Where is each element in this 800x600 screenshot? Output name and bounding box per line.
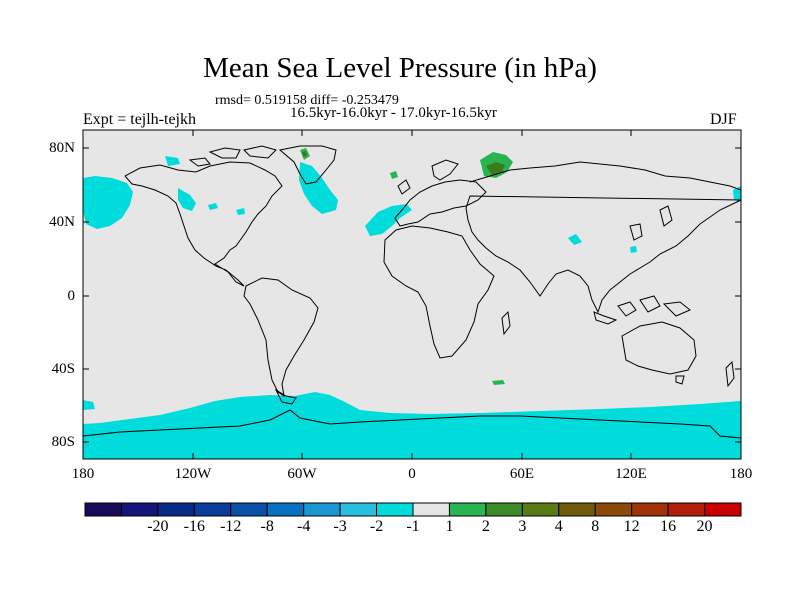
map-background <box>83 130 741 459</box>
stats-line: rmsd= 0.519158 diff= -0.253479 <box>215 93 399 108</box>
lon-label-0: 0 <box>408 466 416 482</box>
south-america-coast <box>243 277 319 398</box>
colorbar-label: 4 <box>554 518 563 535</box>
north-america-coast <box>124 161 283 287</box>
colorbar-swatch <box>157 502 195 517</box>
lat-label-40s: 40S <box>51 361 75 377</box>
colorbar-label: 20 <box>696 518 713 535</box>
colorbar-swatch <box>558 502 596 517</box>
colorbar-label: -8 <box>260 518 274 535</box>
africa-coast <box>383 225 495 359</box>
colorbar-swatch <box>193 502 232 517</box>
colorbar-swatch <box>339 502 378 517</box>
axis-ticks <box>83 130 741 459</box>
colorbar-swatch <box>303 502 341 517</box>
colorbar-swatch <box>230 502 268 517</box>
negative-anomaly-regions <box>83 156 741 459</box>
colorbar-swatch <box>521 502 560 517</box>
lat-label-80n: 80N <box>49 140 75 156</box>
colorbar-swatch <box>266 502 305 517</box>
colorbar-label: -3 <box>333 518 347 535</box>
australia-coast <box>621 321 697 375</box>
colorbar-swatch <box>667 502 706 517</box>
lon-label-120e: 120E <box>615 466 647 482</box>
colorbar-label: -16 <box>183 518 205 535</box>
lat-label-40n: 40N <box>49 214 75 230</box>
colorbar-label: -12 <box>220 518 242 535</box>
colorbar-swatch <box>376 502 414 517</box>
chart-title: Mean Sea Level Pressure (in hPa) <box>203 52 597 84</box>
colorbar-label: 16 <box>660 518 677 535</box>
greenland-coast <box>278 145 337 185</box>
colorbar-label: -1 <box>406 518 420 535</box>
colorbar-swatch <box>412 502 450 517</box>
colorbar-label: -4 <box>296 518 311 535</box>
lon-label-120w: 120W <box>174 466 212 482</box>
north-pacific-anomaly <box>83 176 133 229</box>
colorbar-swatch <box>84 502 122 517</box>
period-line: 16.5kyr-16.0kyr - 17.0kyr-16.5kyr <box>290 105 497 121</box>
colorbar-swatch <box>485 502 523 517</box>
colorbar-swatch <box>631 502 669 517</box>
antarctic-anomaly <box>83 392 741 459</box>
lon-label-180w: 180 <box>71 466 95 482</box>
colorbar-label: -20 <box>147 518 169 535</box>
colorbar-label: 3 <box>518 518 527 535</box>
positive-anomaly-regions <box>300 148 513 385</box>
asia-coast <box>465 161 742 314</box>
colorbar-swatch <box>704 502 742 517</box>
lon-label-180e: 180 <box>729 466 753 482</box>
colorbar-label: 2 <box>481 518 490 535</box>
coastlines <box>82 145 742 439</box>
lat-label-0: 0 <box>67 288 76 304</box>
lon-label-60e: 60E <box>509 466 535 482</box>
colorbar-label: -2 <box>369 518 384 535</box>
colorbar-swatch <box>594 502 633 517</box>
colorbar-label: 8 <box>591 518 600 535</box>
antarctica-coast <box>82 409 742 439</box>
colorbar-swatch <box>120 502 159 517</box>
colorbar <box>84 502 742 517</box>
north-atlantic-anomaly <box>299 162 338 214</box>
colorbar-label: 1 <box>445 518 454 535</box>
experiment-label: Expt = tejlh-tejkh <box>83 111 196 128</box>
lon-label-60w: 60W <box>287 466 317 482</box>
colorbar-label: 12 <box>623 518 640 535</box>
lat-label-80s: 80S <box>51 434 75 450</box>
colorbar-swatch <box>448 502 487 517</box>
season-label: DJF <box>710 111 737 128</box>
